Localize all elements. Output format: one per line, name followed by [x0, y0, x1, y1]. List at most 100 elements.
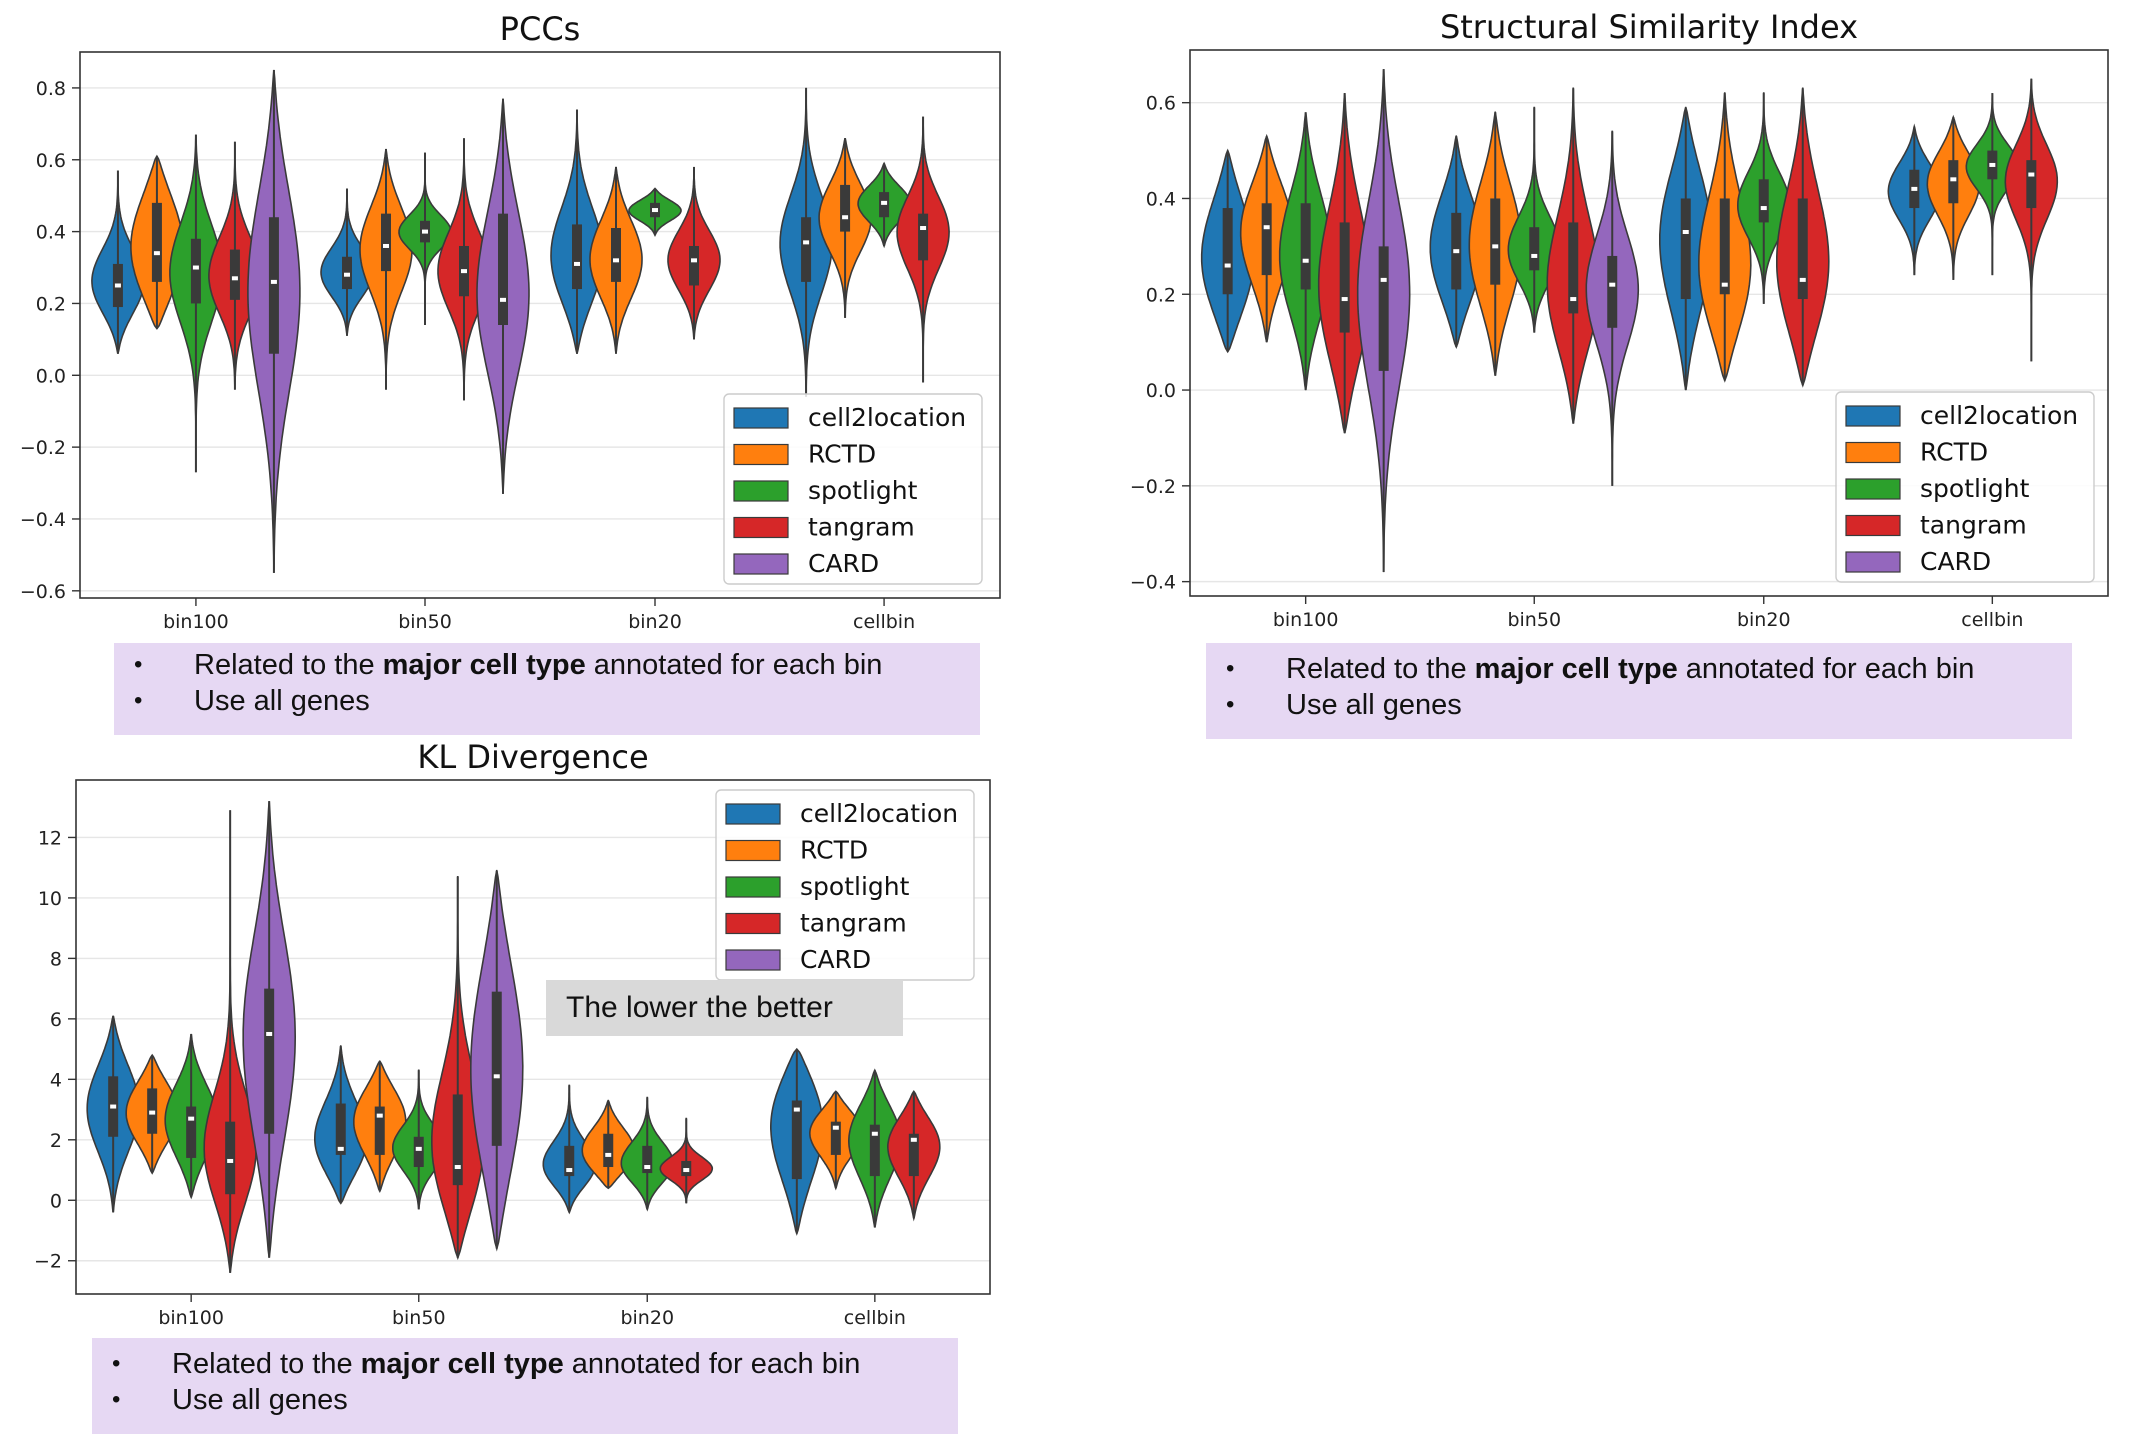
y-tick-label: 8 [50, 948, 62, 970]
violin-iqr-box [229, 249, 240, 300]
violin-RCTD-cellbin [1926, 114, 1981, 280]
violin-spotlight-bin20 [628, 187, 682, 237]
violin-iqr-box [491, 991, 502, 1146]
violin-iqr-box [264, 988, 275, 1134]
legend-label: RCTD [1920, 438, 1988, 467]
violin-tangram-cellbin [896, 116, 950, 383]
violin-iqr-box [1222, 208, 1233, 295]
violin-RCTD-bin20 [1698, 92, 1752, 383]
x-tick-label: bin50 [392, 1307, 446, 1329]
violin-iqr-box [1719, 198, 1730, 295]
bullet-icon: • [1226, 691, 1235, 718]
legend-swatch [725, 912, 781, 935]
y-tick-label: 12 [38, 827, 62, 849]
x-tick-label: bin100 [163, 611, 229, 633]
y-tick-label: 0.6 [36, 150, 66, 172]
x-tick-label: bin50 [1507, 609, 1561, 631]
violin-iqr-box [918, 213, 929, 261]
violin-iqr-box [1758, 179, 1769, 223]
violin-CARD-bin100 [242, 801, 297, 1258]
legend-label: cell2location [800, 799, 958, 828]
legend-swatch [1845, 514, 1901, 537]
y-tick-label: 10 [38, 888, 62, 910]
violin-median [153, 251, 160, 256]
violin-median [1950, 177, 1957, 182]
violin-median [461, 269, 467, 274]
legend-label: cell2location [1920, 401, 2078, 430]
legend-swatch [733, 407, 789, 429]
chart-2: KL Divergence 12 10 8 6 4 2 0 −2 bin100 bin50 bin20… [34, 738, 991, 1329]
y-tick-label: 4 [50, 1069, 62, 1091]
violin-iqr-box [689, 245, 699, 286]
violin-median [1760, 206, 1767, 211]
note-text-1: Related to the major cell type annotated… [1286, 653, 1975, 685]
note-text-1: Related to the major cell type annotated… [172, 1348, 861, 1380]
note-line-1: • Related to the major cell type annotat… [1206, 651, 2072, 687]
violin-iqr-box [268, 217, 279, 354]
violin-median [1570, 297, 1577, 302]
violin-iqr-box [186, 1106, 197, 1158]
violin-iqr-box [908, 1133, 919, 1177]
violin-median [881, 200, 888, 205]
note-text-2: Use all genes [172, 1384, 348, 1416]
note-line-2: • Use all genes [114, 683, 980, 719]
violin-CARD-bin50 [1585, 130, 1640, 486]
violin-RCTD-bin50 [359, 148, 413, 390]
y-tick-label: 2 [50, 1130, 62, 1152]
violin-iqr-box [335, 1103, 346, 1155]
violin-median [1492, 244, 1499, 249]
y-tick-label: 0.6 [1146, 93, 1176, 115]
violin-iqr-box [1339, 222, 1350, 333]
y-tick-label: −0.4 [20, 509, 66, 531]
bullet-icon: • [1226, 655, 1235, 682]
violin-median [231, 276, 238, 281]
violin-iqr-box [1300, 203, 1311, 290]
violin-cell2location-cellbin [779, 87, 833, 397]
bullet-icon: • [134, 687, 143, 714]
legend-swatch [1845, 551, 1901, 573]
x-tick-label: bin100 [158, 1307, 224, 1329]
violin-median [266, 1031, 273, 1036]
violin-iqr-box [1378, 246, 1389, 371]
legend-label: RCTD [800, 836, 868, 865]
violin-RCTD-bin50 [353, 1060, 407, 1194]
legend-label: tangram [808, 513, 915, 542]
note-box-pccs: • Related to the major cell type annotat… [114, 643, 980, 735]
y-tick-label: −2 [34, 1251, 62, 1273]
legend-label: spotlight [800, 872, 910, 901]
violin-median [1682, 230, 1689, 234]
violin-CARD-bin100 [1356, 69, 1411, 573]
x-tick-label: cellbin [853, 611, 915, 633]
violin-CARD-bin50 [470, 869, 524, 1252]
violin-iqr-box [1607, 255, 1618, 328]
violin-median [454, 1165, 461, 1170]
y-tick-label: 0 [50, 1190, 62, 1212]
violin-median [832, 1125, 839, 1130]
violin-median [110, 1104, 117, 1109]
legend-swatch [725, 839, 781, 862]
violin-CARD-bin50 [476, 98, 530, 494]
violin-iqr-box [1261, 203, 1272, 276]
violin-iqr-box [791, 1100, 802, 1180]
legend-label: spotlight [808, 476, 918, 505]
legend-swatch [733, 553, 789, 575]
violin-median [1453, 249, 1460, 254]
chart-title: PCCs [500, 10, 581, 48]
y-tick-label: 6 [50, 1009, 62, 1031]
violin-cell2location-cellbin [770, 1047, 824, 1236]
violin-median [2028, 172, 2035, 177]
violin-median [1531, 253, 1538, 258]
y-tick-label: −0.2 [20, 437, 66, 459]
violin-spotlight-cellbin [1965, 93, 2020, 276]
violin-median [1263, 225, 1270, 230]
violin-median [871, 1131, 878, 1136]
plot-frame [1189, 49, 2109, 597]
kl-annotation-callout: The lower the better [546, 980, 903, 1036]
violin-tangram-bin20 [659, 1117, 714, 1204]
violin-median [574, 261, 580, 266]
violin-iqr-box [1490, 198, 1501, 285]
note-line-1: • Related to the major cell type annotat… [114, 647, 980, 683]
violin-iqr-box [801, 217, 812, 282]
note-box-ssim: • Related to the major cell type annotat… [1206, 643, 2072, 739]
